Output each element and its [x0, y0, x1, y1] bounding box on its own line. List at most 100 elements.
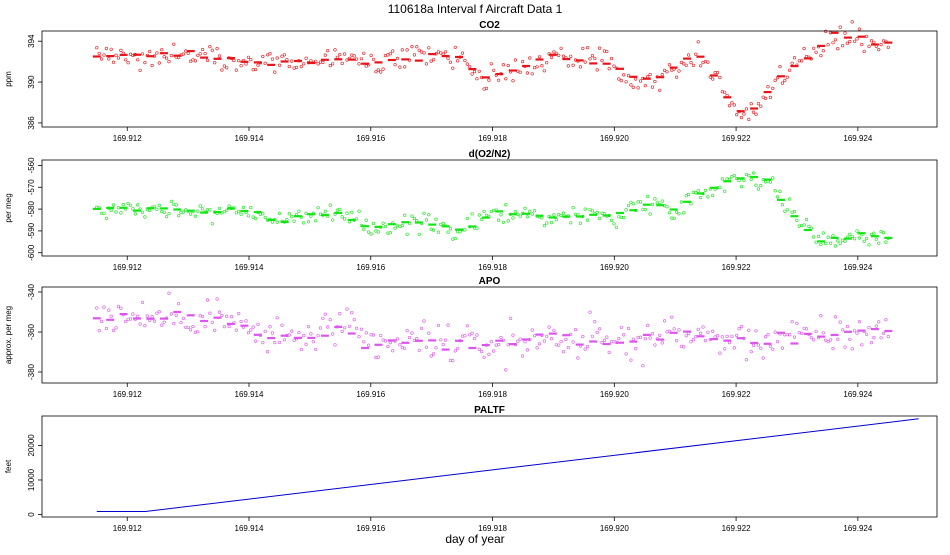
data-point: [711, 193, 715, 198]
data-point: [831, 41, 835, 45]
data-point: [268, 52, 272, 56]
data-point: [424, 218, 429, 222]
data-point: [282, 53, 287, 57]
data-point: [843, 31, 847, 35]
data-point: [347, 324, 352, 328]
data-point: [552, 213, 556, 217]
data-point: [222, 210, 226, 214]
data-point: [759, 104, 763, 108]
data-point: [735, 112, 739, 117]
data-point: [520, 59, 525, 64]
data-point: [605, 49, 609, 54]
data-point: [711, 77, 715, 81]
data-point: [177, 302, 181, 306]
data-point: [790, 320, 794, 324]
data-point: [304, 211, 308, 215]
data-point: [468, 333, 472, 337]
data-point: [648, 72, 652, 77]
data-point: [323, 53, 327, 57]
data-point: [345, 211, 349, 215]
data-point: [198, 52, 202, 56]
data-point: [427, 46, 431, 50]
data-point: [857, 320, 862, 324]
data-point: [816, 234, 821, 238]
data-point: [800, 331, 804, 335]
x-tick-label: 169.912: [113, 390, 142, 399]
data-point: [672, 216, 676, 220]
data-point: [756, 343, 761, 347]
data-point: [869, 39, 874, 43]
data-point: [771, 176, 775, 180]
data-point: [706, 60, 710, 64]
data-point: [143, 60, 147, 65]
chart-panel-4: PALTF feet 169.912 169.914 169.916 169.918 169…: [4, 405, 938, 533]
data-point: [600, 341, 604, 345]
data-point: [116, 304, 120, 309]
data-point: [833, 315, 838, 319]
data-point: [646, 323, 650, 328]
data-point: [246, 55, 250, 59]
data-point: [831, 234, 835, 238]
data-point: [148, 208, 152, 212]
data-point: [140, 52, 145, 56]
data-point: [497, 218, 501, 222]
data-point: [246, 331, 250, 335]
y-tick-label: 386: [27, 116, 36, 130]
data-point: [857, 27, 862, 31]
data-point: [395, 337, 400, 341]
data-point: [629, 358, 633, 362]
data-point: [136, 314, 140, 318]
data-point: [415, 337, 419, 341]
data-point: [350, 311, 354, 315]
data-point: [304, 56, 308, 60]
data-point: [217, 54, 222, 58]
data-point: [530, 72, 534, 76]
data-point: [323, 312, 327, 316]
data-point: [436, 230, 441, 234]
data-point: [660, 72, 664, 77]
data-point: [554, 218, 558, 222]
data-point: [128, 203, 133, 207]
data-point: [393, 226, 397, 230]
data-point: [436, 323, 441, 328]
data-point: [480, 217, 484, 221]
data-point: [672, 327, 676, 331]
data-point: [189, 212, 193, 216]
data-point: [99, 57, 104, 61]
data-point: [727, 104, 732, 108]
y-tick-label: -360: [27, 323, 36, 340]
data-point: [735, 333, 739, 338]
data-point: [653, 343, 657, 347]
data-point: [292, 219, 296, 223]
data-point: [97, 329, 101, 333]
data-point: [398, 343, 402, 347]
data-point: [270, 220, 275, 224]
data-point: [287, 212, 291, 216]
data-point: [739, 185, 744, 189]
data-point: [732, 173, 736, 178]
data-point: [691, 338, 696, 342]
data-point: [607, 67, 611, 71]
data-point: [434, 217, 438, 221]
data-point: [145, 314, 149, 318]
data-point: [448, 227, 453, 231]
data-point: [261, 341, 265, 345]
data-point: [244, 62, 248, 66]
data-point: [444, 50, 448, 54]
data-point: [768, 180, 773, 184]
data-point: [826, 235, 830, 239]
data-point: [643, 208, 647, 212]
data-point: [602, 338, 607, 343]
data-point: [877, 47, 881, 52]
data-point: [424, 345, 429, 349]
data-point: [381, 67, 385, 71]
data-point: [386, 53, 390, 57]
data-point: [278, 63, 282, 67]
x-tick-label: 169.922: [722, 524, 751, 533]
data-point: [662, 319, 667, 323]
data-point: [172, 42, 176, 46]
data-point: [340, 215, 344, 219]
y-tick-label: 390: [27, 75, 36, 89]
data-point: [874, 237, 878, 241]
panel-title: PALTF: [474, 405, 505, 416]
